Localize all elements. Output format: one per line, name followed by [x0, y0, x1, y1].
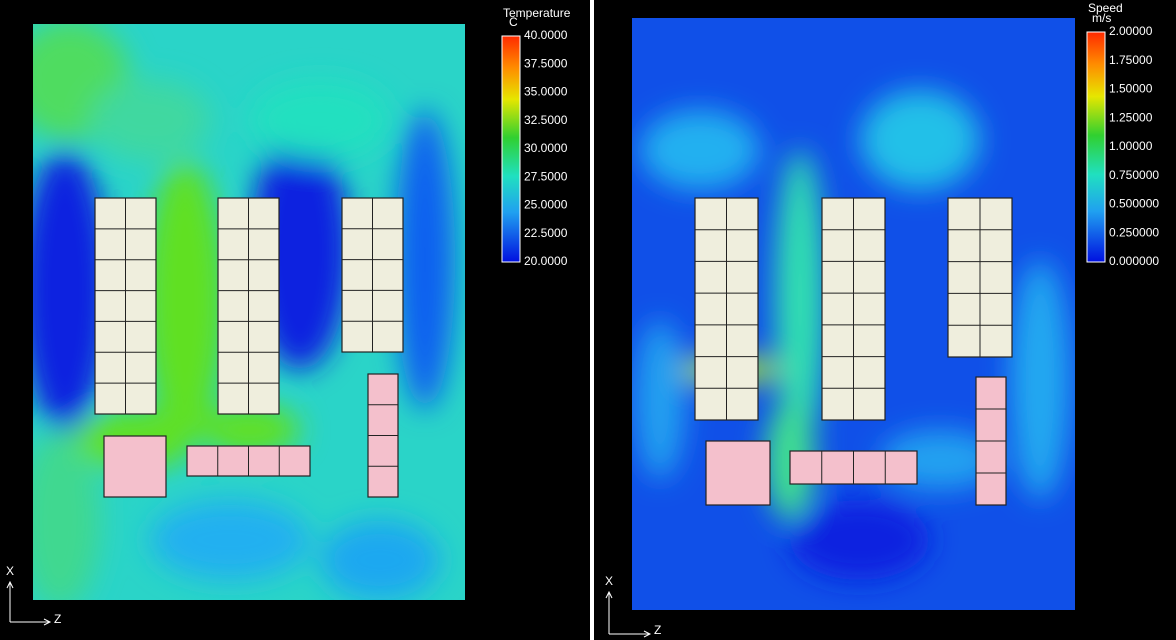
equipment: [94, 197, 1013, 506]
axis-triad: [6, 580, 652, 638]
colorbar-unit: m/s: [1092, 11, 1111, 25]
colorbar-label: 2.00000: [1109, 24, 1153, 38]
axis-label: Z: [54, 612, 61, 626]
colorbar-label: 1.75000: [1109, 53, 1153, 67]
colorbar: [501, 35, 521, 263]
colorbar-label: 20.0000: [524, 254, 568, 268]
colorbar-label: 40.0000: [524, 28, 568, 42]
colorbar-label: 35.0000: [524, 85, 568, 99]
temperature-field: [33, 24, 465, 600]
equipment-block: [103, 435, 167, 498]
colorbar-label: 37.5000: [524, 56, 568, 70]
colorbar-title: Speed: [1088, 1, 1123, 15]
axis-label: Z: [654, 623, 661, 637]
colorbar-label: 27.5000: [524, 169, 568, 183]
colorbar-label: 32.5000: [524, 113, 568, 127]
axis-label: X: [605, 574, 613, 588]
colorbar-label: 0.500000: [1109, 197, 1159, 211]
colorbar-label: 1.50000: [1109, 82, 1153, 96]
colorbar-label: 22.5000: [524, 226, 568, 240]
colorbar-label: 1.25000: [1109, 110, 1153, 124]
equipment-block: [705, 440, 771, 506]
colorbar-title: Temperature: [503, 6, 571, 20]
colorbar-label: 30.0000: [524, 141, 568, 155]
colorbar-label: 25.0000: [524, 198, 568, 212]
colorbar-label: 0.750000: [1109, 168, 1159, 182]
colorbar-unit: C: [509, 15, 518, 29]
axis-label: X: [6, 564, 14, 578]
colorbar-label: 1.00000: [1109, 139, 1153, 153]
colorbar: [1086, 31, 1106, 263]
divider: [590, 0, 594, 640]
colorbar-label: 0.000000: [1109, 254, 1159, 268]
colorbar-label: 0.250000: [1109, 225, 1159, 239]
